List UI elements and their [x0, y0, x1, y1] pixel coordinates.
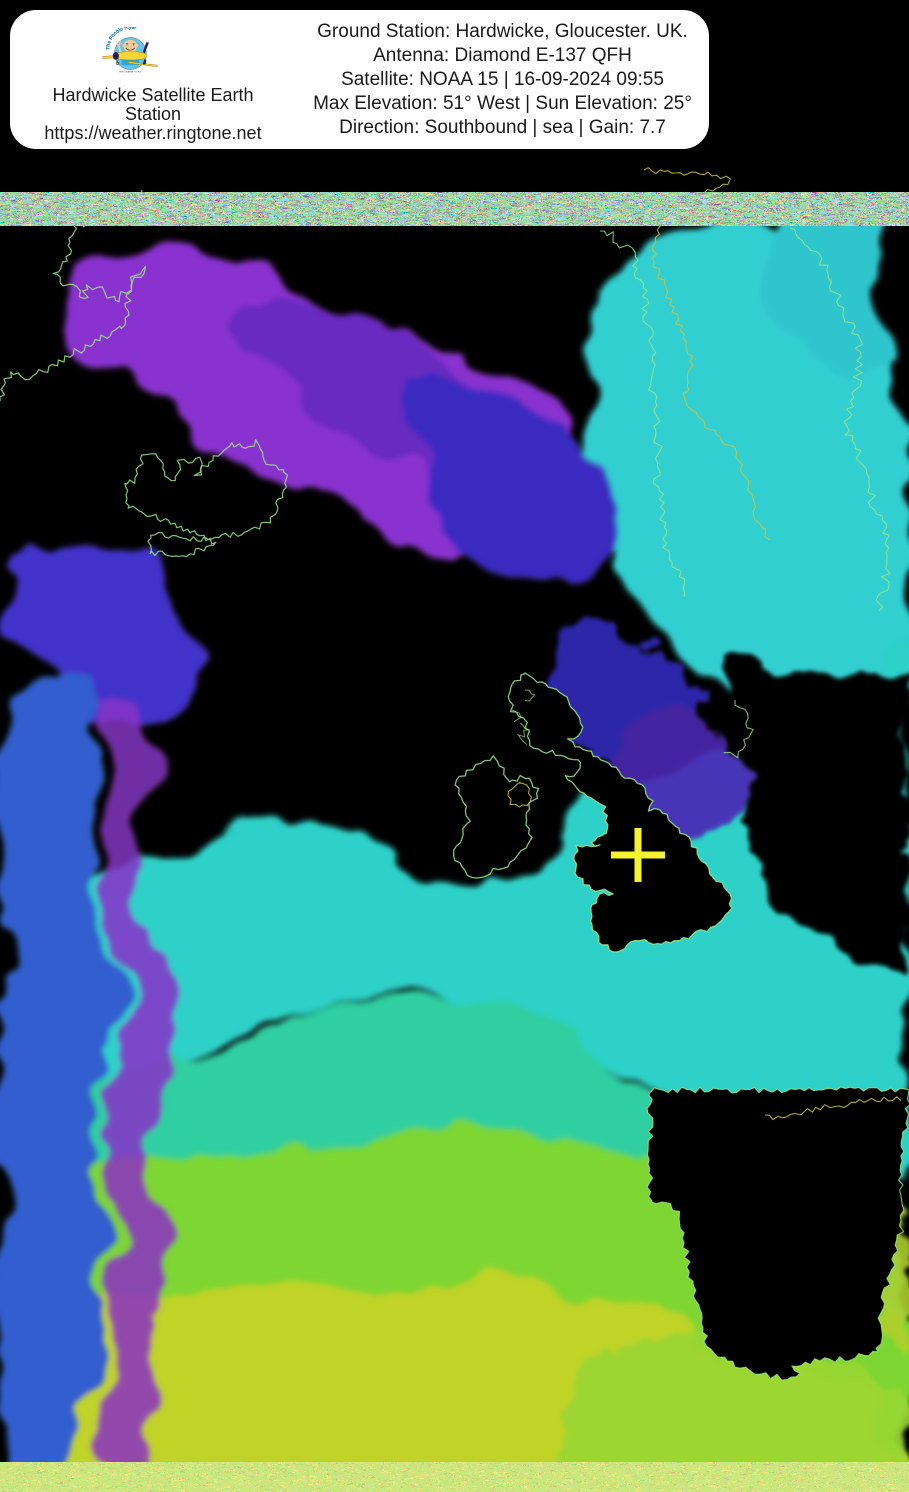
svg-text:WHO LEARNT TO FLY: WHO LEARNT TO FLY — [119, 70, 142, 73]
